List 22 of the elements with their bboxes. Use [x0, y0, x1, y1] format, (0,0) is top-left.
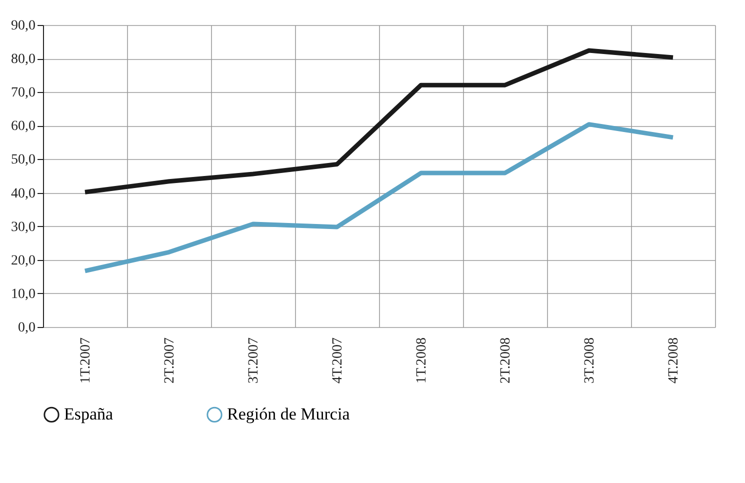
- y-tick-label: 50,0: [11, 152, 36, 168]
- x-tick-label: 4T.2007: [330, 338, 346, 384]
- x-tick-label: 1T.2008: [414, 338, 430, 384]
- x-tick-label: 1T.2007: [78, 338, 94, 384]
- y-tick-label: 80,0: [11, 52, 36, 68]
- x-tick-label: 2T.2008: [498, 338, 514, 384]
- y-tick-label: 90,0: [11, 18, 36, 34]
- line-series: [82, 48, 676, 194]
- y-tick-label: 40,0: [11, 186, 36, 202]
- x-tick-label: 2T.2007: [162, 338, 178, 384]
- x-tick-label: 3T.2007: [246, 338, 262, 384]
- legend-label: Región de Murcia: [227, 404, 350, 424]
- y-tick-label: 20,0: [11, 253, 36, 268]
- x-tick-label: 4T.2008: [666, 338, 682, 384]
- y-tick-label: 10,0: [11, 286, 36, 302]
- y-tick-label: 0,0: [18, 320, 36, 336]
- line-series: [82, 122, 676, 274]
- y-tick-label: 30,0: [11, 220, 36, 235]
- x-tick-label: 3T.2008: [582, 338, 598, 384]
- y-tick-label: 60,0: [11, 119, 36, 134]
- legend-label: España: [64, 404, 114, 424]
- y-tick-label: 70,0: [11, 86, 36, 101]
